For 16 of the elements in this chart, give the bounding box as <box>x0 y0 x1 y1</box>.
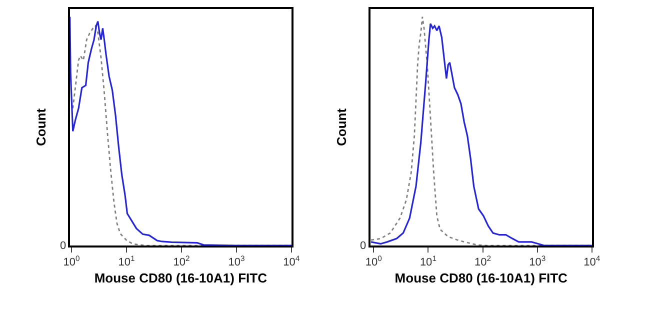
x-tick-label: 10$^{3}$ <box>228 254 245 269</box>
x-tick-label: 10$^{3}$ <box>529 254 546 269</box>
x-tick-label: 10$^{2}$ <box>474 254 492 269</box>
x-tick-label: 10$^{4}$ <box>584 254 601 269</box>
text: 0 <box>360 240 366 252</box>
x-tick-label: 10$^{2}$ <box>173 254 190 269</box>
x-axis-title: Mouse CD80 (16-10A1) FITC <box>94 270 268 286</box>
x-tick-label: 10$^{1}$ <box>118 254 135 269</box>
y-axis-title: Count <box>33 108 48 146</box>
x-tick-label: 10$^{0}$ <box>63 254 80 269</box>
text: 0 <box>60 240 66 252</box>
x-tick-label: 10$^{4}$ <box>283 254 300 269</box>
x-tick-label: 10$^{1}$ <box>420 254 436 269</box>
y-axis-title: Count <box>334 108 349 146</box>
x-axis-title: Mouse CD80 (16-10A1) FITC <box>394 270 568 286</box>
x-tick-label: 10$^{0}$ <box>365 254 382 269</box>
